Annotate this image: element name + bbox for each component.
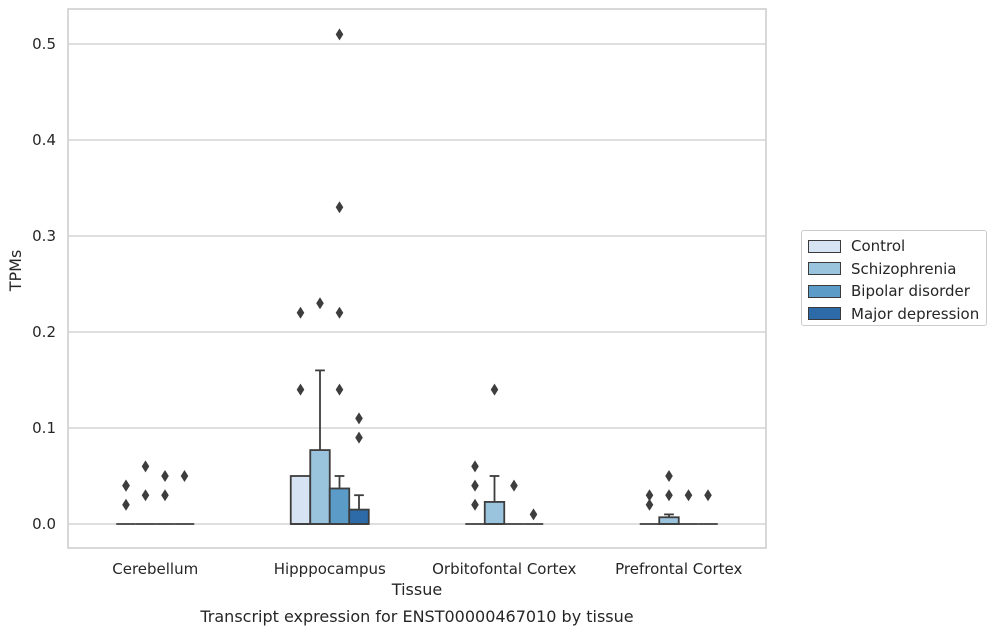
outlier-point [335,306,344,319]
outlier-point [335,201,344,214]
legend-swatch [808,284,841,298]
y-tick-label: 0.2 [32,323,56,341]
box-schizophrenia [483,383,506,525]
x-tick-label: Prefrontal Cortex [615,560,742,578]
box-major-depression [698,489,718,525]
outlier-point [684,489,693,502]
x-tick-label: Hipppocampus [274,560,386,578]
legend-label: Major depression [851,304,980,323]
outlier-point [645,498,654,511]
outlier-point [471,479,479,492]
outlier-point [529,508,538,521]
outlier-point [335,383,344,396]
box-control [116,479,136,525]
legend-swatch [808,307,841,321]
legend-swatch [808,239,841,253]
y-tick-label: 0.4 [32,131,56,149]
plot-frame [67,8,767,549]
outlier-point [296,306,305,319]
box-schizophrenia [658,470,680,525]
legend-swatch [808,262,841,276]
box-major-depression [348,412,370,525]
y-axis-label: TPMs [6,250,25,293]
outlier-point [645,489,654,502]
outlier-point [665,489,673,502]
outlier-point [471,460,479,473]
box-body [328,487,351,525]
legend-item: Bipolar disorder [808,280,986,303]
y-tick-label: 0.1 [32,419,56,437]
outlier-point [180,470,189,482]
outlier-point [471,498,479,511]
legend: Control Schizophrenia Bipolar disorder Majo… [801,230,987,326]
outlier-point [161,489,169,502]
box-schizophrenia [309,297,331,525]
plot-area [68,9,766,548]
outlier-point [490,383,499,396]
box-bipolar-disorder [678,489,699,525]
outlier-point [355,412,363,425]
outlier-point [316,297,324,310]
legend-item: Major depression [808,303,986,326]
outlier-point [161,470,169,482]
box-body [348,508,370,525]
legend-item: Schizophrenia [808,258,986,281]
outlier-point [122,498,130,511]
outlier-point [704,489,712,502]
box-bipolar-disorder [155,470,175,525]
y-tick-label: 0.5 [32,35,56,53]
outlier-point [355,431,363,444]
outlier-point [141,489,150,502]
box-bipolar-disorder [328,28,351,525]
x-tick-label: Orbitofontal Cortex [432,560,576,578]
box-body [658,516,680,525]
box-control [465,460,485,525]
box-major-depression [174,470,195,525]
x-tick-label: Cerebellum [112,560,198,578]
legend-item: Control [808,235,986,258]
outlier-point [141,460,150,473]
box-control [639,489,660,525]
box-body [483,501,506,525]
outlier-point [335,28,344,41]
box-schizophrenia [135,460,156,525]
box-bipolar-disorder [504,479,524,525]
box-body [289,475,312,525]
y-tick-label: 0.0 [32,515,56,533]
outlier-point [665,470,673,482]
chart-title: Transcript expression for ENST0000046701… [199,607,633,626]
box-body [309,449,331,525]
box-major-depression [523,508,544,525]
x-axis-label: Tissue [391,580,442,599]
legend-label: Schizophrenia [851,259,957,278]
outlier-point [122,479,130,492]
legend-label: Bipolar disorder [851,282,970,301]
outlier-point [510,479,518,492]
outlier-point [296,383,305,396]
y-tick-label: 0.3 [32,227,56,245]
legend-label: Control [851,237,906,256]
